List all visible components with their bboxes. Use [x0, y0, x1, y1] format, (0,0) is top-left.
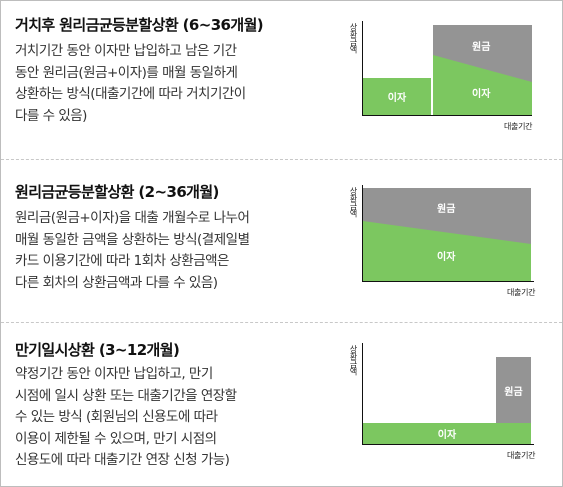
- x-axis-line: [362, 115, 532, 116]
- description-line: 거치기간 동안 이자만 납입하고 남은 기간: [15, 43, 237, 59]
- description-line: 신용도에 따라 대출기간 연장 신청 가능): [15, 452, 230, 468]
- section-equal-installment: 원리금균등분할상환 (2~36개월) 원리금(원금+이자)을 대출 개월수로 나…: [1, 160, 562, 321]
- section-divider: [1, 159, 562, 160]
- x-axis-label: 대출기간: [504, 122, 533, 131]
- description-line: 다를 수 있음): [15, 107, 87, 124]
- interest-label: 이자: [472, 89, 491, 100]
- description-line: 원리금(원금+이자)을 대출 개월수로 나누어: [15, 210, 250, 226]
- y-axis-label: 상환금액: [349, 345, 358, 375]
- section-divider: [1, 322, 562, 323]
- repayment-diagram: 상환금액 이자 원금 이자 대출기간: [349, 21, 547, 131]
- description-line: 동안 원리금(원금+이자)를 매월 동일하게: [15, 64, 238, 81]
- description-line: 약정기간 동안 이자만 납입하고, 만기: [15, 366, 213, 382]
- y-axis-line: [362, 185, 363, 281]
- interest-block: 이자: [363, 78, 431, 115]
- description-line: 시점에 일시 상환 또는 대출기간을 연장할: [15, 387, 237, 404]
- y-axis-line: [362, 21, 363, 115]
- description-line: 이용이 제한될 수 있으며, 만기 시점의: [15, 430, 217, 447]
- y-axis-label: 상환금액: [349, 187, 358, 217]
- interest-label: 이자: [387, 93, 407, 104]
- section-description: 원리금(원금+이자)을 대출 개월수로 나누어 매월 동일한 금액을 상환하는 …: [15, 208, 335, 294]
- x-axis-line: [362, 281, 534, 282]
- interest-label: 이자: [437, 252, 456, 263]
- x-axis-label: 대출기간: [507, 288, 536, 297]
- principal-label: 원금: [504, 386, 523, 398]
- section-title: 원리금균등분할상환 (2~36개월): [15, 183, 219, 201]
- description-line: 수 있는 방식 (회원님의 신용도에 따라: [15, 409, 218, 425]
- description-line: 상환하는 방식(대출기간에 따라 거치기간이: [15, 86, 246, 102]
- principal-label: 원금: [437, 204, 456, 215]
- section-title: 거치후 원리금균등분할상환 (6~36개월): [15, 16, 264, 34]
- principal-interest-shape: [363, 188, 531, 281]
- description-line: 다른 회차의 상환금액과 다를 수 있음): [15, 274, 218, 291]
- repayment-diagram: 상환금액 원금 이자 대출기간: [349, 343, 547, 460]
- y-axis-line: [362, 343, 363, 444]
- principal-label: 원금: [472, 42, 491, 53]
- section-description: 약정기간 동안 이자만 납입하고, 만기 시점에 일시 상환 또는 대출기간을 …: [15, 364, 335, 472]
- section-description: 거치기간 동안 이자만 납입하고 남은 기간 동안 원리금(원금+이자)를 매월…: [15, 41, 335, 127]
- section-grace-equal-installment: 거치후 원리금균등분할상환 (6~36개월) 거치기간 동안 이자만 납입하고 …: [1, 1, 562, 159]
- interest-block: 이자: [363, 423, 531, 444]
- description-line: 매월 동일한 금액을 상환하는 방식(결제일별: [15, 231, 250, 248]
- y-axis-label: 상환금액: [349, 23, 358, 53]
- interest-label: 이자: [437, 430, 457, 441]
- description-line: 카드 이용기간에 따라 1회차 상환금액은: [15, 253, 229, 269]
- principal-block: 원금: [496, 357, 531, 423]
- x-axis-line: [362, 444, 534, 445]
- section-bullet-repayment: 만기일시상환 (3~12개월) 약정기간 동안 이자만 납입하고, 만기 시점에…: [1, 323, 562, 487]
- repayment-diagram: 상환금액 원금 이자 대출기간: [349, 185, 547, 297]
- principal-interest-shape: [433, 25, 532, 115]
- x-axis-label: 대출기간: [507, 451, 536, 460]
- section-title: 만기일시상환 (3~12개월): [15, 341, 180, 359]
